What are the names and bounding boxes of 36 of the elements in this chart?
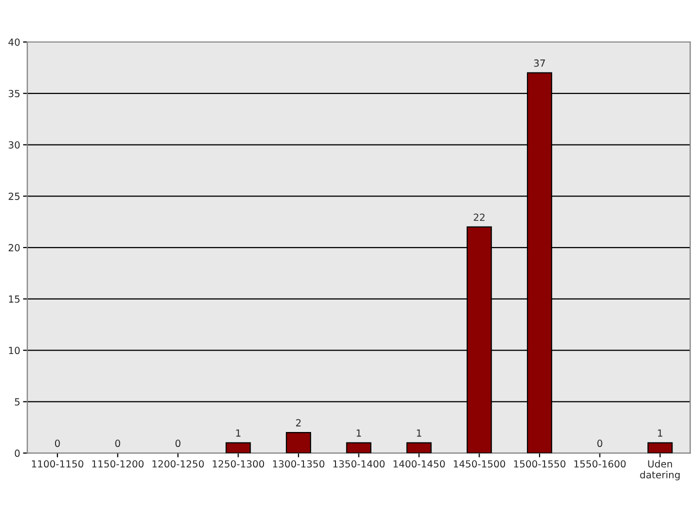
x-tick-label: 1300-1350 — [273, 460, 324, 468]
data-label: 0 — [176, 440, 180, 448]
y-tick-label: 35 — [8, 90, 20, 98]
x-tick-label: Uden datering — [640, 460, 680, 480]
x-tick-label: 1350-1400 — [333, 460, 385, 468]
y-tick-label: 20 — [8, 244, 20, 252]
y-tick-label: 25 — [8, 192, 20, 200]
x-tick-label: 1200-1250 — [152, 460, 204, 468]
x-tick-label: 1400-1450 — [394, 460, 445, 468]
data-label: 37 — [534, 59, 545, 67]
data-label: 0 — [597, 440, 602, 448]
x-tick-label: 1450-1500 — [454, 460, 506, 468]
y-tick-label: 30 — [8, 141, 20, 149]
bar — [647, 442, 673, 454]
bar — [286, 432, 312, 454]
data-label: 1 — [416, 430, 422, 437]
bar — [406, 442, 432, 454]
data-label: 1 — [236, 430, 240, 437]
bar — [346, 442, 372, 454]
x-tick-label: 1500-1550 — [514, 460, 566, 468]
data-label: 22 — [474, 214, 484, 221]
data-label: 0 — [115, 440, 120, 448]
x-tick-label: 1250-1300 — [212, 460, 264, 468]
y-tick-label: 15 — [9, 296, 20, 303]
x-tick-label: 1550-1600 — [574, 460, 626, 468]
y-tick-label: 5 — [14, 398, 20, 406]
data-label: 1 — [356, 430, 361, 437]
data-label: 1 — [658, 430, 662, 437]
x-tick-label: 1150-1200 — [92, 460, 144, 468]
data-label: 2 — [296, 419, 301, 426]
y-tick-label: 10 — [9, 346, 20, 354]
y-tick-label: 0 — [14, 450, 20, 457]
x-tick-label: 1100-1150 — [32, 460, 84, 468]
bar — [226, 442, 251, 454]
data-label: 0 — [54, 440, 60, 448]
y-tick-label: 40 — [8, 38, 20, 46]
